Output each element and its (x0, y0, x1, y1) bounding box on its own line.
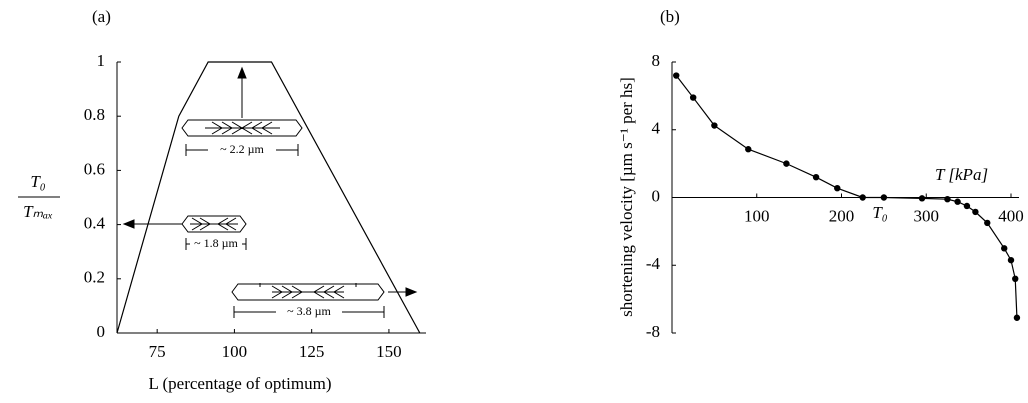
data-point (954, 198, 961, 205)
length-annotation: ~ 1.8 µm (194, 236, 238, 250)
y-label-num: T₀ (30, 172, 45, 191)
data-point (783, 160, 790, 167)
y-tick-label: 4 (652, 119, 661, 138)
y-tick-label: 0 (97, 322, 106, 341)
data-point (944, 195, 951, 203)
data-point (918, 195, 926, 202)
x-axis-label: T [kPa] (935, 165, 988, 184)
y-tick-label: -4 (646, 254, 661, 273)
x-tick-label: 125 (299, 342, 325, 361)
y-tick-label: 0 (652, 186, 661, 205)
y-tick-label: 0.8 (84, 105, 105, 124)
data-point (1013, 314, 1021, 321)
x-tick-label: 75 (149, 342, 166, 361)
x-tick-label: 100 (744, 206, 770, 225)
panel-label: (a) (92, 7, 111, 26)
x-tick-label: 200 (829, 206, 855, 225)
data-line (116, 61, 421, 334)
x-tick-label: 400 (998, 206, 1024, 225)
x-tick-label: 150 (376, 342, 402, 361)
zero-label: T₀ (872, 203, 887, 222)
data-point (1012, 275, 1019, 282)
data-point (812, 173, 820, 181)
y-axis-label: shortening velocity [µm s⁻¹ per hs] (617, 77, 636, 317)
data-point (984, 219, 991, 227)
data-point (963, 202, 971, 210)
y-tick-label: 0.2 (84, 268, 105, 287)
x-axis-label: L (percentage of optimum) (149, 374, 332, 393)
data-line (675, 75, 1018, 318)
data-point (1007, 256, 1015, 264)
data-point (1001, 245, 1008, 252)
data-point (673, 72, 680, 79)
data-point (880, 194, 888, 201)
length-annotation: ~ 3.8 µm (287, 304, 331, 318)
y-tick-label: 0.4 (84, 214, 106, 233)
length-annotation: ~ 2.2 µm (220, 142, 264, 156)
x-tick-label: 300 (914, 206, 940, 225)
y-tick-label: 0.6 (84, 159, 105, 178)
x-tick-label: 100 (222, 342, 248, 361)
y-tick-label: 8 (652, 51, 661, 70)
data-point (972, 208, 979, 216)
data-point (859, 194, 866, 201)
y-label-den: Tₘₐₓ (23, 202, 53, 221)
y-tick-label: 1 (97, 51, 106, 70)
data-point (834, 184, 841, 192)
data-point (711, 122, 718, 129)
panel-label: (b) (660, 7, 680, 26)
data-point (745, 146, 752, 153)
y-tick-label: -8 (646, 322, 660, 341)
sarcomere-diagrams (122, 66, 418, 318)
data-point (689, 94, 697, 101)
